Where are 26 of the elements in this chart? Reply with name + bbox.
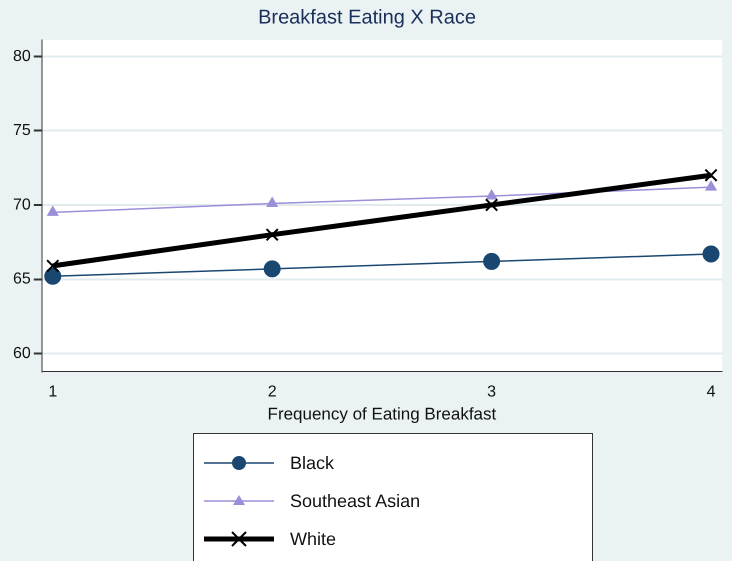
point [264, 260, 281, 278]
point [47, 206, 58, 216]
y-tick-label: 80 [13, 48, 31, 65]
legend-label: Black [290, 452, 334, 474]
x-tick-label: 1 [48, 383, 58, 400]
x-tick-label: 4 [706, 383, 716, 400]
point [266, 196, 278, 207]
point [704, 168, 718, 182]
chart-title: Breakfast Eating X Race [258, 6, 476, 29]
y-tick-label: 60 [13, 344, 31, 362]
y-tick-label: 75 [13, 122, 31, 140]
point [266, 228, 279, 242]
point [705, 180, 717, 191]
x-axis-title: Frequency of Eating Breakfast [268, 404, 497, 424]
point [484, 198, 498, 212]
y-tick-label: 70 [13, 196, 31, 214]
point [702, 246, 720, 262]
point [46, 259, 60, 273]
point [486, 190, 498, 200]
legend-label: White [290, 528, 336, 550]
point [483, 252, 500, 270]
point [44, 268, 62, 285]
x-tick-label: 2 [268, 383, 277, 400]
x-tick-label: 3 [487, 383, 496, 400]
y-tick-label: 65 [13, 270, 31, 288]
legend-label: Southeast Asian [290, 490, 420, 512]
